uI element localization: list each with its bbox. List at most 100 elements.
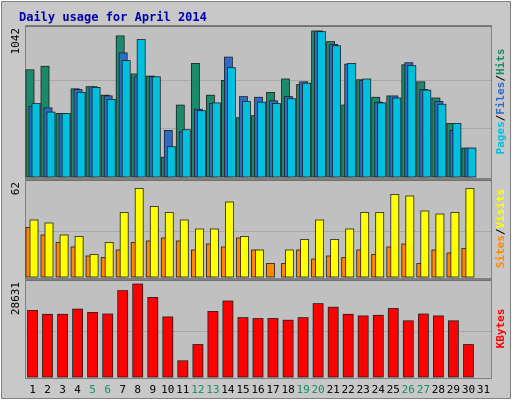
bar-kbytes-day-27 [417,313,429,378]
day-label-4: 4 [74,383,81,396]
day-label-17: 17 [266,383,279,396]
panel-pages-files-hits: 1042 Pages/Files/Hits [9,25,507,179]
bar-kbytes-day-8 [132,283,144,378]
bar-visits-day-27 [420,210,430,278]
bar-kbytes-day-25 [387,308,399,378]
bar-kbytes-day-19 [297,317,309,378]
bar-pages-day-11 [181,129,191,178]
bar-pages-day-24 [377,102,387,178]
bar-pages-day-22 [347,63,357,178]
bar-kbytes-day-1 [27,309,38,378]
bar-visits-day-16 [255,249,264,278]
bar-kbytes-day-28 [432,315,444,378]
bar-kbytes-day-11 [177,360,189,378]
bar-visits-day-3 [59,234,69,278]
day-label-31: 31 [477,383,490,396]
bar-visits-day-20 [315,219,325,278]
bar-visits-day-10 [164,212,174,278]
bar-pages-day-23 [362,78,372,178]
bar-pages-day-25 [392,97,402,178]
bar-visits-day-21 [330,239,340,278]
bar-pages-day-18 [287,98,296,178]
label-part: KBytes [494,309,507,349]
label-part: / [494,75,507,82]
bar-pages-day-15 [242,101,251,178]
chart-panels: 1042Pages/Files/Hits62Sites/Visits28631K… [9,25,507,379]
panel-max-label: 62 [9,182,22,195]
day-label-28: 28 [432,383,445,396]
day-label-23: 23 [357,383,370,396]
bar-visits-day-8 [134,188,144,278]
label-part: / [494,228,507,235]
bar-pages-day-7 [121,60,131,178]
label-part: Sites [494,235,507,268]
bar-pages-day-4 [76,92,86,178]
bar-visits-day-5 [89,254,99,278]
series-pages [31,31,477,178]
bar-kbytes-day-13 [207,310,219,378]
day-label-26: 26 [402,383,415,396]
bar-kbytes-day-24 [372,314,384,378]
panel-max-label: 1042 [9,28,22,55]
bar-pages-day-30 [467,147,477,178]
chart-title: Daily usage for April 2014 [19,10,207,24]
panel-max-label: 28631 [9,282,22,315]
series-visits [29,188,475,278]
bar-visits-day-4 [74,236,84,278]
day-label-2: 2 [44,383,51,396]
day-label-25: 25 [387,383,400,396]
panel-sites-visits: 62 Sites/Visits [9,179,507,279]
label-part: / [494,114,507,121]
bar-visits-day-26 [405,195,415,278]
bar-pages-day-2 [46,111,56,178]
bar-visits-day-9 [149,206,159,278]
bar-kbytes-day-14 [222,300,234,378]
bar-kbytes-day-3 [57,313,68,378]
bar-kbytes-day-26 [402,320,414,378]
bar-pages-day-12 [196,110,206,178]
bar-kbytes-day-23 [357,315,369,378]
bar-pages-day-9 [151,76,161,178]
bar-kbytes-day-30 [463,344,474,378]
bar-visits-day-18 [285,249,294,278]
bar-kbytes-day-12 [192,344,204,378]
bar-visits-day-13 [209,228,219,278]
bar-pages-day-3 [61,113,71,178]
bar-kbytes-day-20 [312,303,324,378]
bar-kbytes-day-4 [72,308,83,378]
day-label-18: 18 [281,383,294,396]
bar-pages-day-21 [332,45,342,178]
bar-kbytes-day-10 [162,316,174,378]
day-label-27: 27 [417,383,430,396]
day-label-11: 11 [176,383,189,396]
day-label-24: 24 [372,383,386,396]
label-part: Files [494,82,507,115]
bar-pages-day-8 [136,39,146,178]
day-label-22: 22 [342,383,355,396]
day-label-10: 10 [161,383,174,396]
day-label-20: 20 [311,383,324,396]
bar-pages-day-26 [407,65,417,178]
label-part: Visits [494,189,507,229]
panel-series-label: KBytes [494,309,507,349]
bar-visits-day-12 [194,228,204,278]
bar-visits-day-6 [104,242,114,278]
bar-visits-day-2 [44,222,54,278]
bar-sites-day-17 [266,263,275,278]
day-label-3: 3 [59,383,66,396]
bar-pages-day-6 [106,99,116,178]
bar-visits-day-30 [465,188,475,278]
day-label-14: 14 [221,383,235,396]
bar-kbytes-day-29 [447,320,459,378]
bar-pages-day-17 [272,103,281,178]
panel-series-label: Pages/Files/Hits [494,49,507,155]
bar-pages-day-20 [317,31,327,178]
day-label-15: 15 [236,383,249,396]
day-label-9: 9 [149,383,156,396]
bar-kbytes-day-9 [147,296,159,378]
day-label-12: 12 [191,383,204,396]
bar-visits-day-7 [119,212,129,278]
label-part: Hits [494,49,507,76]
